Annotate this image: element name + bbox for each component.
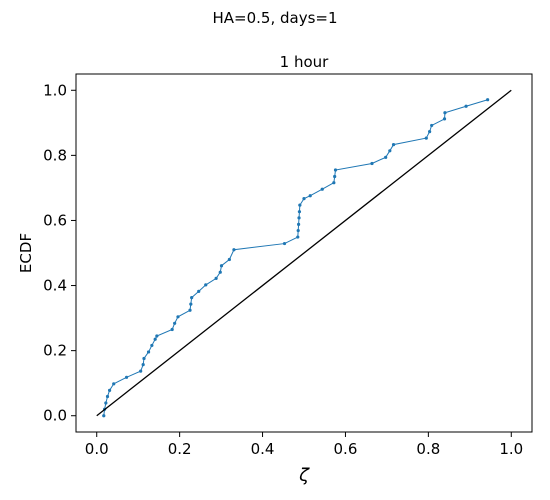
y-tick-label: 0.4 [43, 277, 67, 295]
data-point [102, 414, 106, 418]
data-point [173, 321, 177, 325]
data-point [297, 210, 302, 214]
data-point [139, 369, 143, 373]
data-point [142, 356, 146, 361]
data-point [443, 111, 447, 115]
x-tick-label: 0.0 [85, 440, 109, 458]
data-point [282, 241, 287, 246]
data-point [442, 117, 447, 121]
data-point [308, 194, 312, 198]
data-point [296, 235, 300, 239]
data-point [424, 136, 428, 140]
data-point [170, 327, 174, 332]
chart-title: 1 hour [280, 53, 330, 71]
plot-area [96, 89, 512, 418]
data-point [298, 203, 302, 207]
x-tick-label: 1.0 [499, 440, 523, 458]
data-point [370, 161, 374, 166]
reference-line [96, 89, 512, 417]
data-point [176, 315, 180, 319]
data-point [464, 104, 468, 108]
x-tick-label: 0.8 [416, 440, 440, 458]
data-point [141, 363, 145, 367]
y-axis-label: ECDF [17, 233, 35, 273]
data-point [320, 187, 324, 191]
data-point [146, 350, 151, 354]
data-point [124, 375, 129, 379]
data-point [112, 382, 116, 386]
data-point [107, 388, 112, 392]
y-tick-label: 1.0 [43, 81, 67, 99]
data-point [219, 264, 224, 268]
y-tick-label: 0.0 [43, 407, 67, 425]
y-tick-label: 0.8 [43, 146, 67, 164]
data-point [297, 222, 301, 226]
y-tick-label: 0.2 [43, 342, 67, 360]
data-point [297, 216, 301, 220]
data-point [188, 308, 192, 312]
data-point [384, 155, 388, 159]
x-tick-label: 0.6 [334, 440, 358, 458]
x-axis-label: ζ [298, 465, 310, 486]
axes-frame [75, 73, 533, 433]
empirical-line [103, 99, 488, 416]
data-point [197, 289, 201, 293]
data-point [428, 130, 432, 134]
data-point [486, 98, 490, 102]
y-axis: 0.0 0.2 0.4 0.6 0.8 1.0 [43, 81, 76, 425]
data-point [214, 276, 218, 280]
data-point [189, 302, 193, 306]
data-point [190, 295, 194, 300]
data-point [227, 257, 231, 262]
data-point [430, 123, 434, 128]
y-tick-label: 0.6 [43, 211, 67, 229]
data-point [296, 228, 300, 233]
data-point [302, 197, 306, 201]
data-point [218, 270, 222, 274]
data-point [332, 181, 336, 185]
data-point [388, 149, 392, 153]
data-point [104, 401, 108, 405]
x-tick-label: 0.2 [168, 440, 192, 458]
data-point [232, 248, 236, 252]
data-point [391, 143, 396, 147]
x-tick-label: 0.4 [251, 440, 275, 458]
data-point [333, 174, 337, 179]
data-point [155, 334, 159, 338]
x-axis: 0.0 0.2 0.4 0.6 0.8 1.0 [85, 432, 523, 458]
data-point [204, 283, 208, 287]
data-point [105, 394, 110, 399]
data-point [150, 343, 154, 348]
figure-suptitle: HA=0.5, days=1 [212, 9, 337, 27]
data-point [333, 168, 338, 172]
data-point [153, 337, 157, 341]
